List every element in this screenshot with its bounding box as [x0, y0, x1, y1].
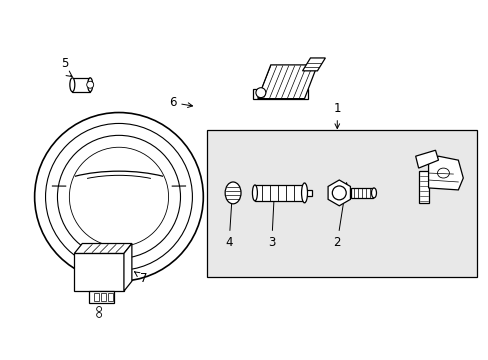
Circle shape [97, 312, 102, 318]
Circle shape [86, 81, 94, 88]
Bar [94, 293, 99, 301]
Text: 1: 1 [333, 102, 340, 129]
Bar [304, 190, 312, 196]
Polygon shape [427, 156, 462, 190]
Circle shape [255, 88, 265, 98]
Ellipse shape [224, 182, 241, 204]
Bar [108, 293, 113, 301]
Ellipse shape [252, 185, 257, 201]
Circle shape [97, 306, 102, 311]
Ellipse shape [70, 78, 75, 92]
Polygon shape [89, 291, 114, 303]
Text: 4: 4 [225, 185, 234, 249]
Bar [418, 171, 427, 203]
Bar [254, 185, 304, 201]
Polygon shape [123, 243, 132, 291]
Text: 7: 7 [134, 272, 147, 285]
Bar [72, 78, 90, 92]
Text: 6: 6 [168, 96, 192, 109]
Polygon shape [257, 65, 317, 99]
Text: 3: 3 [267, 188, 276, 249]
Ellipse shape [371, 188, 376, 198]
Polygon shape [74, 243, 132, 253]
Bar [350, 188, 372, 198]
Bar [207, 130, 476, 277]
Polygon shape [74, 253, 123, 291]
Circle shape [332, 186, 346, 200]
Text: 5: 5 [61, 57, 68, 71]
Polygon shape [252, 89, 307, 99]
Polygon shape [415, 150, 438, 168]
Polygon shape [327, 180, 350, 206]
Text: 2: 2 [333, 183, 347, 249]
Bar [101, 293, 106, 301]
Polygon shape [302, 58, 325, 71]
Ellipse shape [301, 183, 307, 203]
Ellipse shape [87, 78, 93, 92]
